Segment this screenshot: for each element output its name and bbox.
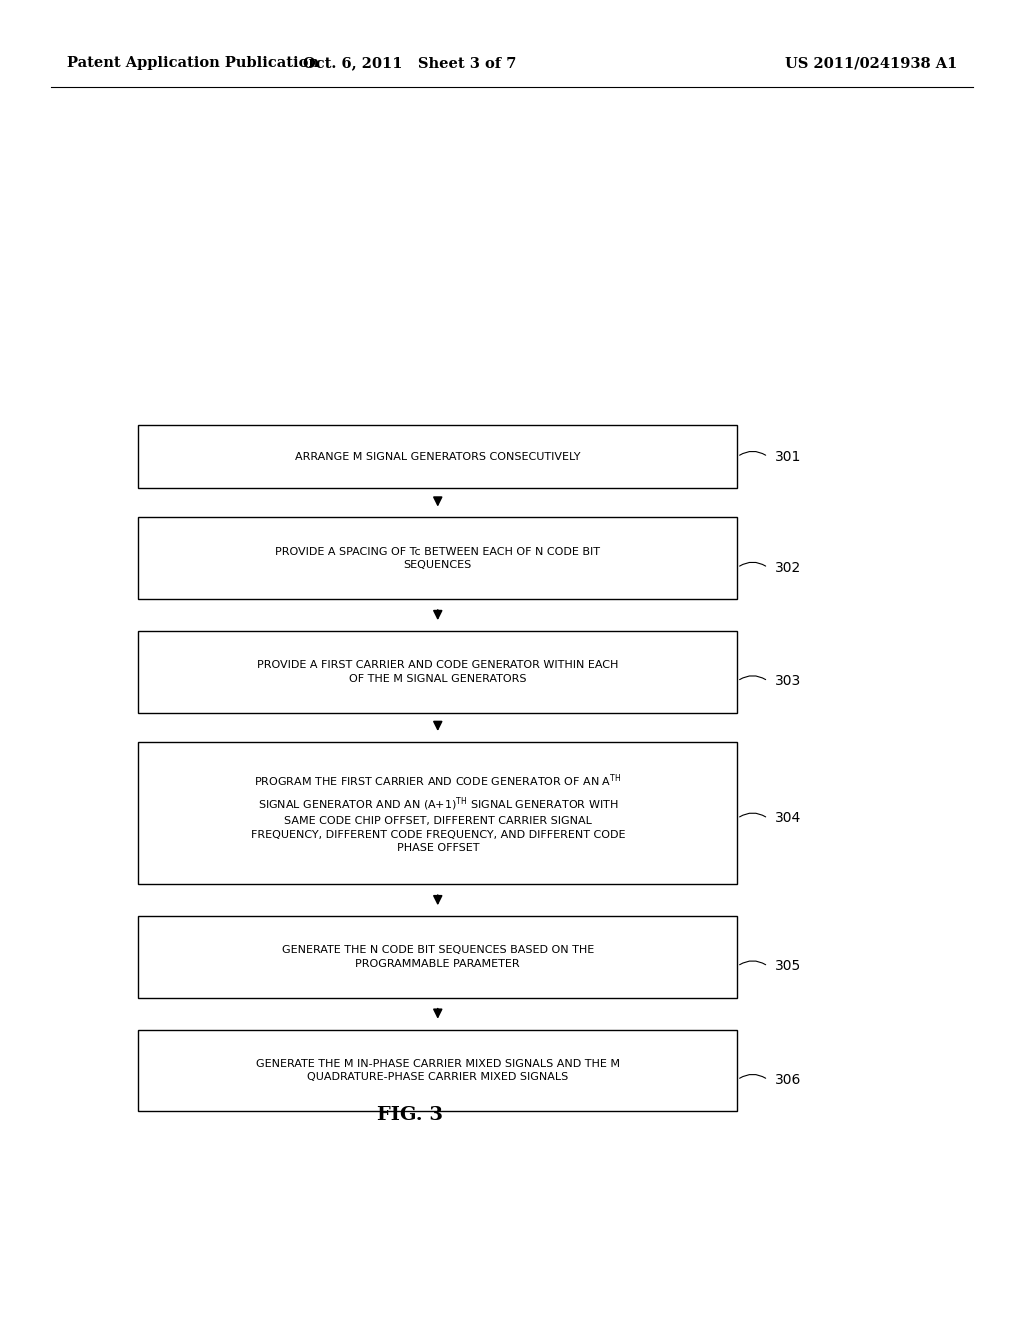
Text: GENERATE THE M IN-PHASE CARRIER MIXED SIGNALS AND THE M
QUADRATURE-PHASE CARRIER: GENERATE THE M IN-PHASE CARRIER MIXED SI… — [256, 1059, 620, 1082]
Text: 305: 305 — [775, 960, 802, 973]
Text: Oct. 6, 2011   Sheet 3 of 7: Oct. 6, 2011 Sheet 3 of 7 — [303, 57, 516, 70]
Text: FIG. 3: FIG. 3 — [377, 1106, 442, 1125]
Text: 302: 302 — [775, 561, 802, 574]
Bar — [138, 631, 737, 713]
Bar — [138, 916, 737, 998]
Bar — [138, 425, 737, 488]
Bar — [138, 1030, 737, 1111]
Text: 303: 303 — [775, 675, 802, 688]
Text: PROVIDE A FIRST CARRIER AND CODE GENERATOR WITHIN EACH
OF THE M SIGNAL GENERATOR: PROVIDE A FIRST CARRIER AND CODE GENERAT… — [257, 660, 618, 684]
Text: PROGRAM THE FIRST CARRIER AND CODE GENERATOR OF AN A$^{\mathrm{TH}}$
SIGNAL GENE: PROGRAM THE FIRST CARRIER AND CODE GENER… — [251, 772, 625, 854]
Bar — [138, 742, 737, 884]
Text: Patent Application Publication: Patent Application Publication — [67, 57, 318, 70]
Text: 304: 304 — [775, 812, 802, 825]
Text: 306: 306 — [775, 1073, 802, 1086]
Text: PROVIDE A SPACING OF Tc BETWEEN EACH OF N CODE BIT
SEQUENCES: PROVIDE A SPACING OF Tc BETWEEN EACH OF … — [275, 546, 600, 570]
Bar — [138, 517, 737, 599]
Text: ARRANGE M SIGNAL GENERATORS CONSECUTIVELY: ARRANGE M SIGNAL GENERATORS CONSECUTIVEL… — [295, 451, 581, 462]
Text: US 2011/0241938 A1: US 2011/0241938 A1 — [785, 57, 957, 70]
Text: GENERATE THE N CODE BIT SEQUENCES BASED ON THE
PROGRAMMABLE PARAMETER: GENERATE THE N CODE BIT SEQUENCES BASED … — [282, 945, 594, 969]
Text: 301: 301 — [775, 450, 802, 463]
